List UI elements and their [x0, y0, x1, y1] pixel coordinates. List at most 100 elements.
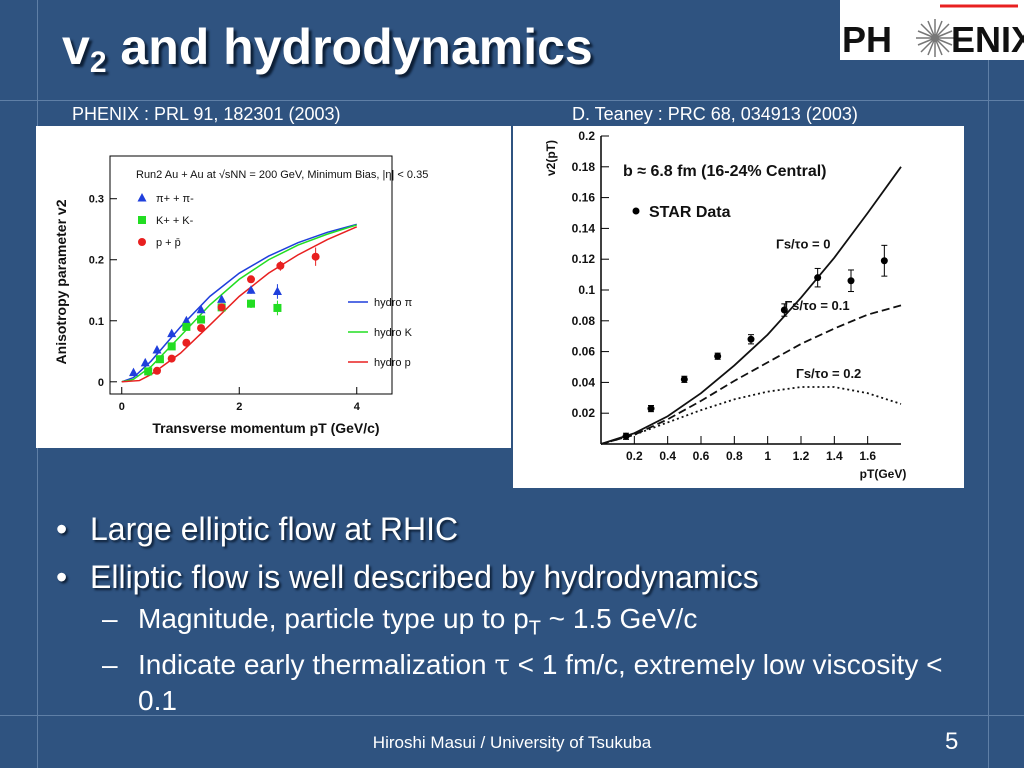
legend-label: hydro p [374, 357, 411, 369]
x-tick-label: 0.4 [659, 449, 676, 463]
data-point [197, 315, 206, 324]
data-point [272, 286, 282, 295]
viscosity-curve [600, 386, 902, 445]
x-tick-label: 4 [354, 401, 361, 413]
legend-label: STAR Data [649, 204, 731, 221]
data-point [182, 322, 191, 331]
x-tick-label: 0 [119, 401, 125, 413]
bullet-list: • Large elliptic flow at RHIC • Elliptic f… [56, 505, 976, 719]
viscosity-curve [600, 166, 902, 445]
legend-label: π+ + π- [156, 193, 194, 205]
curve-label: Γs/τo = 0.1 [784, 298, 849, 313]
data-point [247, 299, 255, 308]
data-point [140, 357, 150, 367]
data-point [152, 345, 162, 354]
y-tick-label: 0.3 [89, 194, 104, 206]
data-point [247, 275, 255, 284]
y-tick-label: 0.02 [572, 406, 596, 420]
data-point [273, 303, 282, 312]
data-point [217, 294, 227, 303]
legend-label: hydro π [374, 297, 413, 309]
starburst-icon [916, 4, 1018, 57]
y-tick-label: 0.18 [572, 160, 596, 174]
data-point [311, 252, 320, 261]
data-point [246, 285, 256, 294]
x-tick-label: 2 [236, 401, 242, 413]
x-tick-label: 1.6 [859, 449, 876, 463]
data-point [814, 274, 822, 282]
y-tick-label: 0.2 [578, 129, 595, 143]
x-tick-label: 0.2 [626, 449, 643, 463]
data-point [182, 338, 191, 347]
y-axis-label: Anisotropy parameter v2 [53, 199, 69, 364]
x-axis-label: Transverse momentum pT (GeV/c) [152, 420, 379, 436]
logo-text-left: PH [842, 19, 892, 60]
plot-frame [109, 155, 393, 395]
legend-label: K+ + K- [156, 215, 194, 227]
x-tick-label: 0.6 [693, 449, 710, 463]
slide-title: v2 and hydrodynamics [62, 18, 593, 80]
y-tick-label: 0.14 [572, 221, 596, 235]
grid-line [0, 100, 1024, 101]
title-subscript: 2 [89, 46, 107, 79]
title-rest: and hydrodynamics [106, 19, 593, 75]
phenix-logo: PH ENIX [840, 0, 1024, 60]
data-point [144, 367, 153, 376]
curve-label: Γs/τo = 0.2 [796, 366, 861, 381]
hydro-curve [121, 224, 357, 383]
reference-right: D. Teaney : PRC 68, 034913 (2003) [572, 104, 858, 124]
footer-text: Hiroshi Masui / University of Tsukuba [372, 733, 652, 752]
data-point [780, 306, 788, 314]
data-point [153, 366, 161, 375]
hydro-curve [121, 223, 357, 383]
data-point [647, 405, 655, 413]
title-main: v [62, 19, 90, 75]
logo-text-right: ENIX [951, 19, 1024, 60]
bullet-item: • Elliptic flow is well described by hydr… [56, 559, 759, 595]
x-tick-label: 1 [764, 449, 771, 463]
page-number: 5 [945, 728, 959, 755]
legend-marker [138, 216, 146, 224]
y-tick-label: 0.1 [89, 316, 104, 328]
y-axis-label: v2(pT) [544, 140, 558, 176]
data-point [680, 375, 688, 383]
legend-label: hydro K [374, 327, 413, 339]
reference-left: PHENIX : PRL 91, 182301 (2003) [72, 104, 341, 124]
data-point [196, 304, 206, 314]
phenix-v2-chart: 0 2 4 0 0.1 0.2 0.3 Run2 Au + Au at √sNN = 200… [36, 126, 511, 448]
viscosity-curve [600, 304, 902, 445]
legend-marker [137, 193, 147, 202]
chart-title: b ≈ 6.8 fm (16-24% Central) [623, 163, 827, 180]
x-tick-label: 1.4 [826, 449, 843, 463]
sub-bullet-item: – Magnitude, particle type up to pT ~ 1.5… [102, 603, 698, 640]
data-point [167, 342, 176, 351]
data-point [276, 261, 285, 270]
x-tick-label: 0.8 [726, 449, 743, 463]
grid-line [988, 0, 989, 768]
data-point [167, 328, 177, 338]
y-tick-label: 0.1 [578, 283, 595, 297]
data-point [217, 303, 226, 312]
data-point [155, 355, 164, 364]
data-point [181, 315, 191, 325]
legend-label: p + p̄ [156, 237, 181, 249]
data-point [880, 257, 888, 265]
y-tick-label: 0.06 [572, 345, 596, 359]
legend-marker [138, 238, 146, 246]
data-point [622, 432, 630, 440]
y-tick-label: 0.16 [572, 191, 596, 205]
y-tick-label: 0.04 [572, 375, 596, 389]
data-point [167, 354, 176, 363]
x-axis-label: pT(GeV) [860, 467, 907, 481]
chart-title: Run2 Au + Au at √sNN = 200 GeV, Minimum … [136, 169, 428, 181]
y-tick-label: 0.2 [89, 255, 104, 267]
grid-line [0, 715, 1024, 716]
curve-label: Γs/τo = 0 [776, 236, 830, 251]
bullet-item: • Large elliptic flow at RHIC [56, 511, 459, 547]
legend-marker [632, 207, 640, 215]
data-point [747, 335, 755, 343]
data-point [129, 367, 138, 377]
data-point [847, 277, 855, 285]
data-point [197, 324, 206, 333]
y-tick-label: 0.08 [572, 314, 596, 328]
